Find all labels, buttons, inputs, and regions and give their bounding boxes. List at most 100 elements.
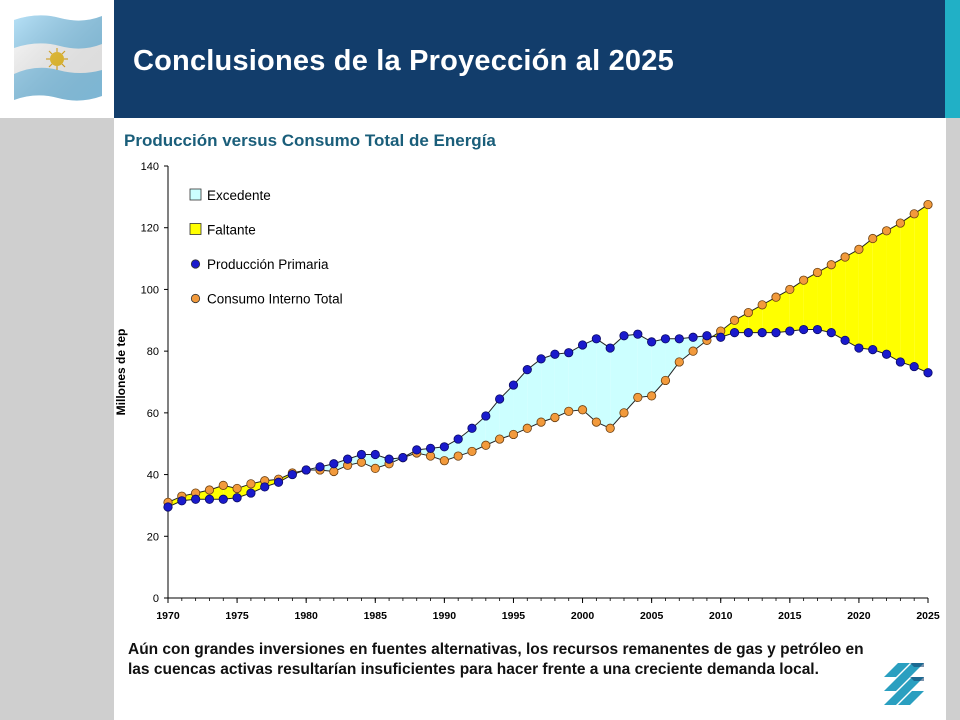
consumo-point — [688, 346, 698, 356]
produccion-point — [177, 496, 187, 506]
consumo-point — [232, 483, 242, 494]
produccion-point — [536, 354, 546, 364]
consumo-point — [826, 260, 836, 270]
right-side-band — [946, 118, 960, 720]
legend-label: Consumo Interno Total — [207, 292, 343, 307]
x-tick-label: 1990 — [433, 610, 457, 622]
left-side-band — [0, 118, 114, 720]
produccion-point — [619, 331, 629, 341]
x-tick-label: 2020 — [847, 610, 871, 622]
consumo-point — [881, 226, 892, 236]
legend-label: Excedente — [207, 188, 271, 203]
x-tick-label: 2005 — [640, 610, 664, 622]
y-tick-label: 40 — [147, 470, 159, 482]
produccion-point — [273, 477, 284, 487]
produccion-point — [854, 343, 864, 353]
produccion-point — [674, 334, 684, 344]
consumo-point — [481, 440, 491, 450]
consumo-point — [785, 284, 795, 295]
legend-swatch-excedente — [189, 188, 202, 201]
chart-heading: Producción versus Consumo Total de Energ… — [124, 131, 496, 150]
excedente-area — [554, 352, 569, 418]
consumo-point — [812, 267, 823, 278]
produccion-point — [868, 345, 878, 355]
faltante-area — [858, 238, 873, 350]
consumo-point — [923, 199, 933, 210]
legend-swatch-faltante — [189, 223, 202, 235]
excedente-area — [610, 335, 624, 429]
consumo-point — [729, 315, 740, 325]
x-tick-label: 1980 — [295, 610, 319, 622]
excedente-area — [665, 338, 680, 381]
consumo-point — [439, 456, 449, 466]
produccion-point — [840, 335, 850, 345]
produccion-point — [246, 488, 256, 498]
faltante-area — [831, 257, 846, 341]
y-tick-label: 140 — [141, 161, 159, 173]
faltante-area — [789, 280, 804, 332]
faltante-area — [914, 204, 928, 373]
produccion-point — [467, 423, 477, 433]
flag-panel — [0, 0, 114, 118]
faltante-area — [776, 289, 790, 333]
produccion-point — [218, 494, 228, 504]
consumo-point — [868, 233, 878, 244]
excedente-area — [679, 337, 694, 362]
produccion-point — [260, 482, 270, 492]
faltante-area — [817, 264, 832, 333]
excedente-area — [333, 459, 348, 472]
produccion-point — [591, 334, 601, 344]
excedente-area — [541, 354, 555, 423]
x-tick-label: 1985 — [364, 610, 388, 622]
produccion-point — [204, 494, 215, 504]
excedente-area — [485, 398, 500, 446]
y-tick-label: 0 — [153, 593, 159, 605]
produccion-point — [384, 454, 394, 464]
consumo-point — [425, 451, 436, 461]
y-axis-label: Millones de tep — [114, 329, 128, 416]
consumo-point — [647, 391, 657, 401]
consumo-point — [757, 300, 767, 310]
consumo-point — [909, 209, 919, 219]
produccion-point — [799, 324, 809, 335]
consumo-point — [854, 244, 864, 254]
produccion-point — [909, 361, 919, 372]
produccion-point — [729, 328, 740, 338]
x-tick-label: 2010 — [709, 610, 733, 622]
produccion-point — [564, 348, 574, 358]
produccion-point — [356, 449, 367, 460]
produccion-point — [522, 365, 532, 375]
x-tick-label: 2025 — [916, 610, 940, 622]
produccion-point — [702, 331, 712, 341]
produccion-point — [495, 394, 505, 404]
y-tick-label: 60 — [147, 408, 159, 420]
legend-marker-produccion — [190, 259, 201, 269]
produccion-point — [425, 443, 436, 453]
faltante-area — [845, 249, 859, 349]
conclusion-text: Aún con grandes inversiones en fuentes a… — [128, 641, 864, 678]
produccion-point — [287, 469, 297, 480]
produccion-point — [605, 343, 615, 353]
produccion-point — [453, 434, 463, 444]
argentina-flag-icon — [14, 15, 102, 101]
produccion-point — [412, 445, 422, 455]
excedente-area — [624, 334, 638, 413]
produccion-point — [757, 328, 767, 338]
excedente-area — [582, 338, 597, 423]
faltante-area — [734, 312, 749, 333]
consumo-point — [550, 412, 560, 423]
produccion-point — [163, 502, 173, 512]
x-tick-label: 2000 — [571, 610, 595, 622]
produccion-point — [688, 332, 698, 342]
produccion-point — [315, 462, 325, 472]
consumo-point — [218, 480, 228, 490]
consumo-point — [743, 307, 753, 318]
excedente-area — [637, 334, 652, 398]
consumo-point — [619, 408, 629, 418]
y-tick-label: 20 — [147, 531, 159, 543]
consumo-point — [840, 252, 850, 262]
header-bar — [0, 0, 960, 118]
produccion-point — [508, 380, 519, 390]
produccion-point — [895, 357, 905, 367]
